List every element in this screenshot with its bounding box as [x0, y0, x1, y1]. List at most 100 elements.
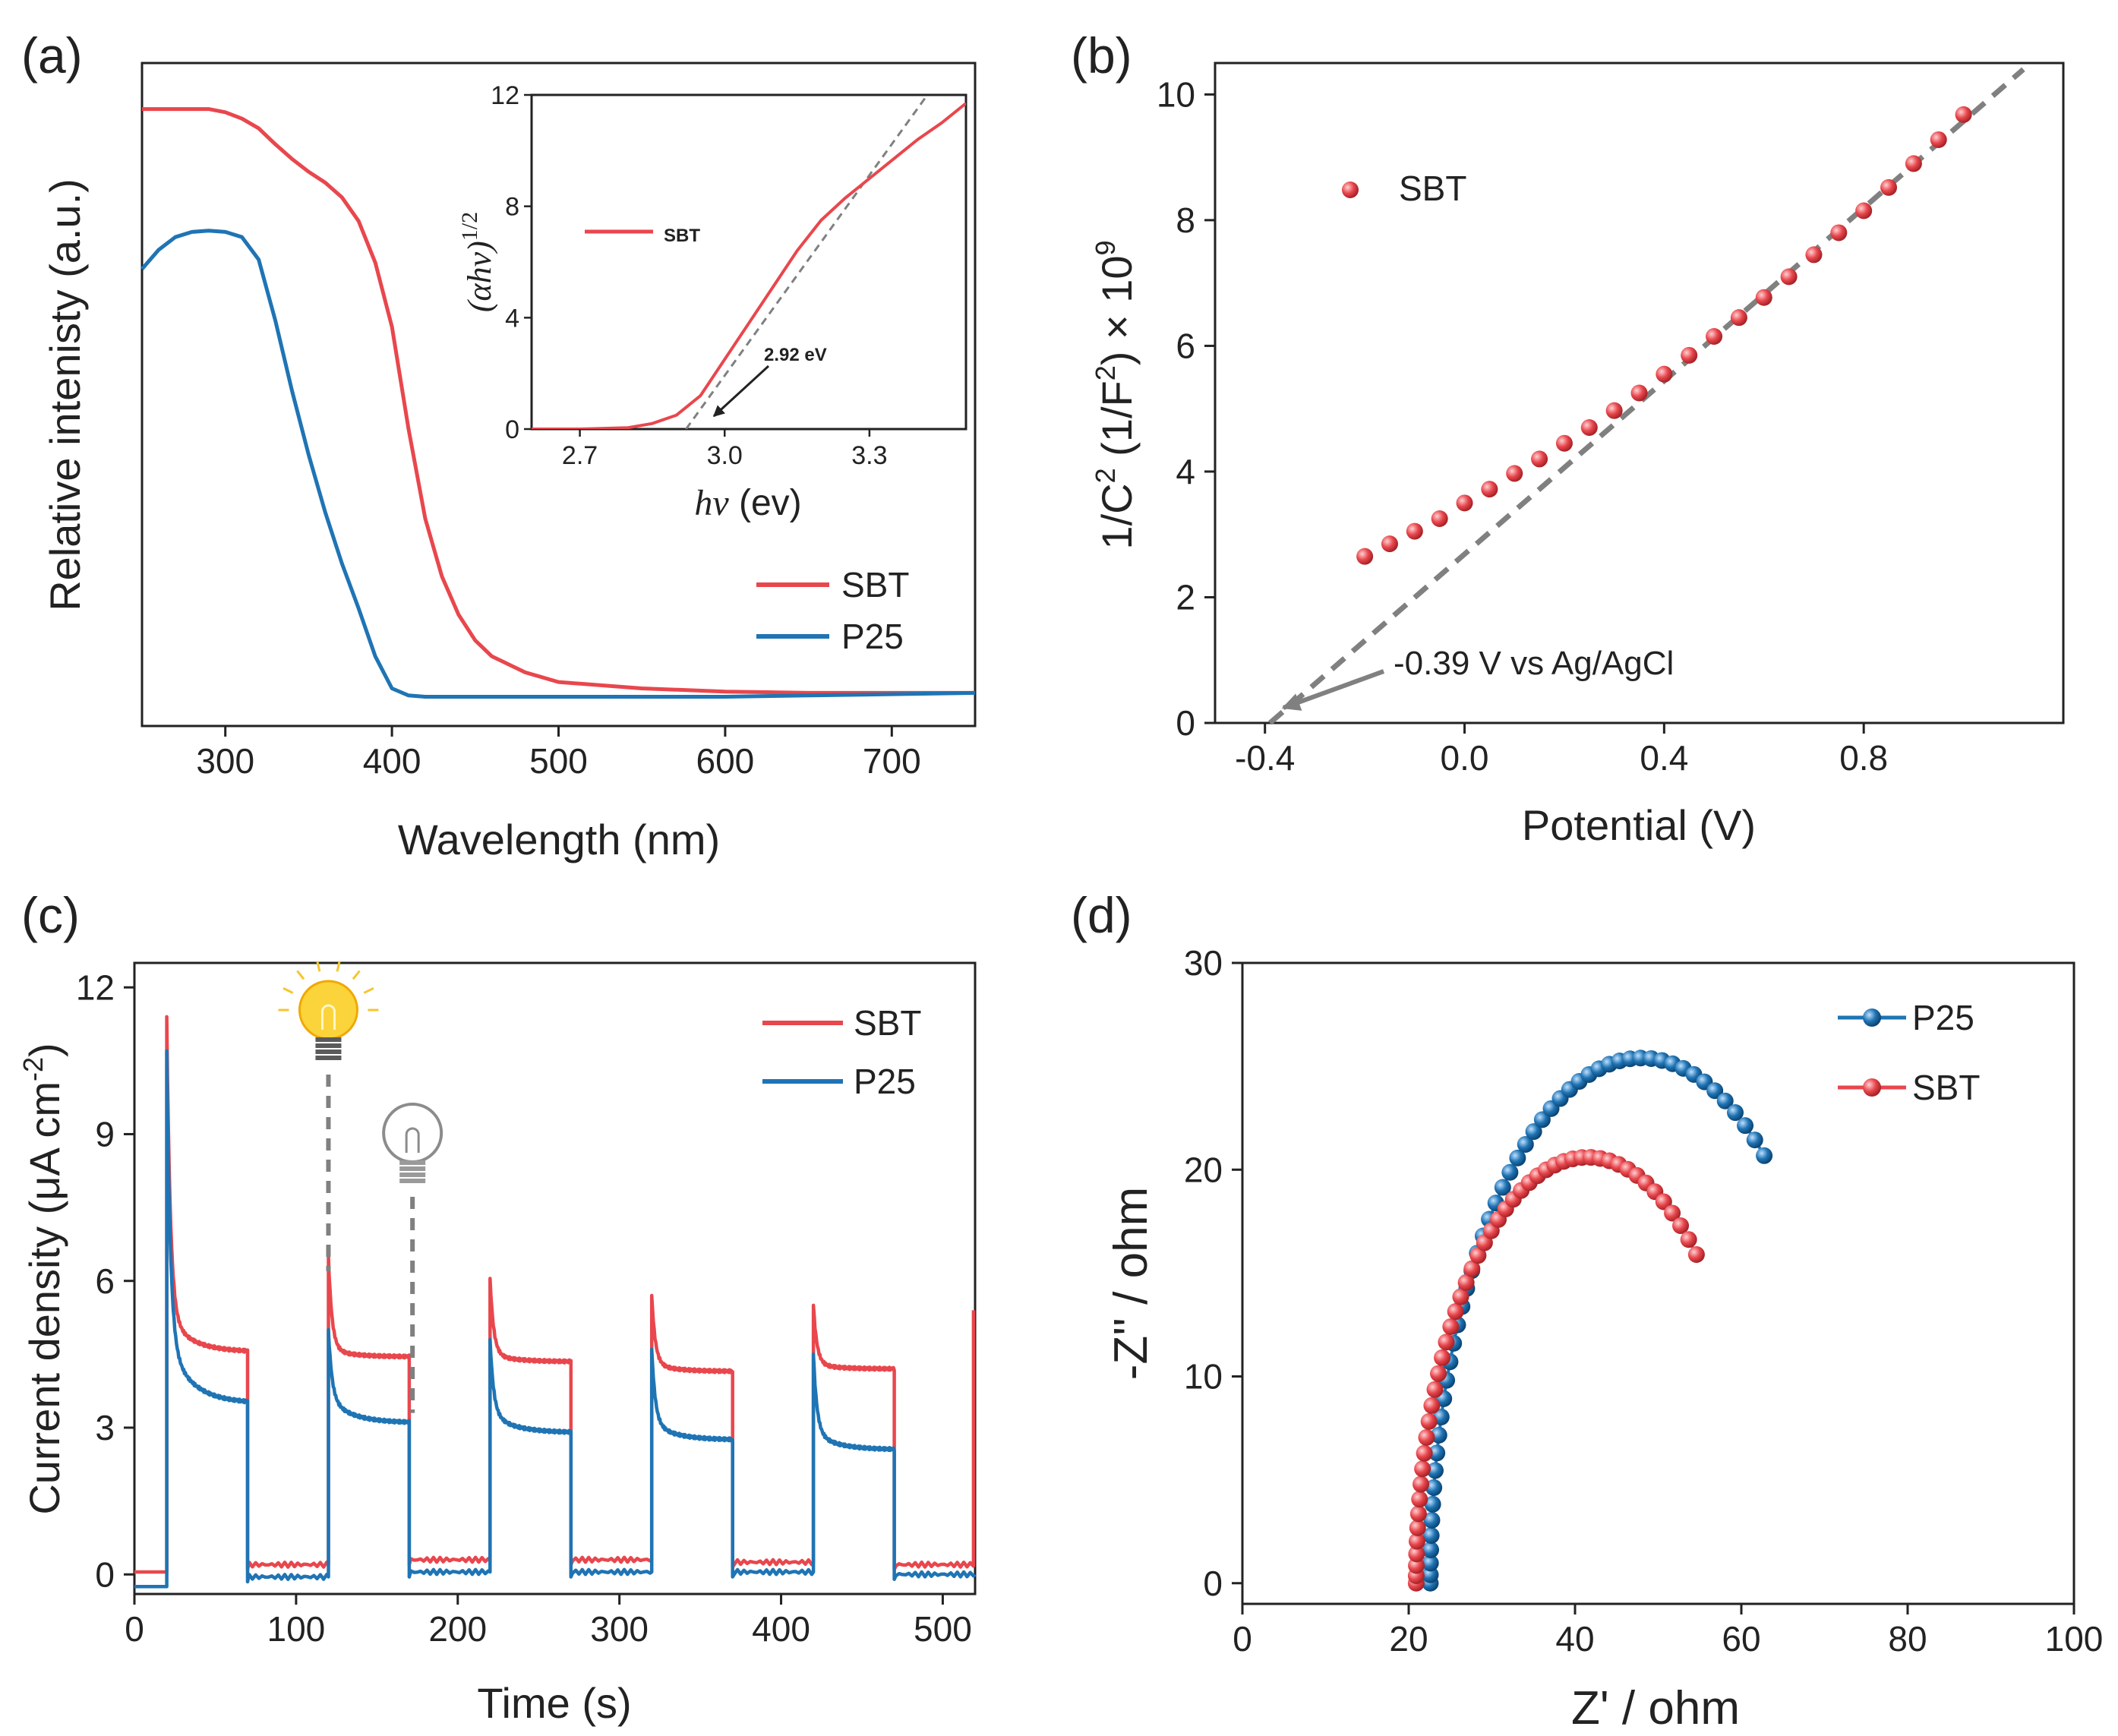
panel-c-series [134, 1015, 977, 1589]
bulb-glass [382, 1103, 443, 1163]
panel-d-legend: P25 SBT [1838, 998, 1980, 1107]
data-point [1442, 1318, 1460, 1335]
x-tick-label: 0.0 [1441, 738, 1489, 778]
panel-c-bulbs [278, 961, 443, 1413]
panel-b-annotation: -0.39 V vs Ag/AgCl [1394, 645, 1674, 682]
data-point [1457, 1274, 1475, 1291]
panel-a-label: (a) [21, 27, 83, 84]
bulb-base-ring [399, 1173, 426, 1177]
panel-d: (d) 0 20 40 60 80 100 0 10 20 30 P25 SBT Z' / ohm… [1071, 887, 2103, 1734]
panel-b-ticks: -0.4 0.0 0.4 0.8 0 2 4 6 8 10 [1157, 74, 1888, 778]
data-point [1452, 1288, 1469, 1305]
legend-marker-sbt-d [1863, 1078, 1881, 1097]
data-point [1706, 1082, 1724, 1100]
y-tick-label: 4 [1176, 452, 1195, 491]
data-point [1746, 1132, 1763, 1149]
data-point [1463, 1260, 1481, 1277]
series-line-p25 [134, 1049, 977, 1589]
data-point [1656, 365, 1673, 383]
inset-annotation-arrow [712, 365, 770, 418]
x-tick-label: 0 [125, 1609, 144, 1649]
data-point [1409, 1519, 1426, 1536]
bulb-base-ring [399, 1160, 426, 1165]
bulb-filament [405, 1127, 420, 1153]
data-point [1737, 1117, 1754, 1135]
data-point [1447, 1303, 1464, 1321]
data-point [1555, 434, 1573, 452]
series-line-sbt [134, 1015, 976, 1574]
data-point [1655, 1193, 1672, 1210]
data-point [1428, 1444, 1446, 1462]
legend-marker-p25-d [1863, 1008, 1881, 1027]
bulb-filament [320, 1004, 336, 1030]
x-tick-label: 80 [1888, 1619, 1927, 1659]
data-point [1413, 1476, 1430, 1493]
data-point [1930, 131, 1947, 148]
x-tick-label: 60 [1722, 1619, 1760, 1659]
data-point [1422, 1566, 1439, 1583]
data-point [1630, 384, 1648, 402]
data-point [1664, 1204, 1681, 1222]
data-point [1469, 1247, 1487, 1264]
inset-ticks: 2.7 3.0 3.3 0 4 8 12 [491, 81, 887, 470]
data-point [1755, 289, 1772, 306]
bulb-glass [298, 980, 358, 1040]
data-point [1411, 1491, 1428, 1508]
panel-a-ylabel: Relative intenisty (a.u.) [41, 178, 89, 611]
data-point [1423, 1511, 1441, 1529]
x-tick-label: 400 [752, 1609, 810, 1649]
data-point [1430, 1365, 1447, 1382]
panel-d-axes-frame [1241, 961, 2075, 1605]
y-tick-label: 20 [1184, 1150, 1223, 1189]
data-point [1727, 1104, 1744, 1122]
bulb-base-ring [399, 1179, 426, 1183]
data-point [1905, 155, 1922, 172]
panel-a-inset: 2.7 3.0 3.3 0 4 8 12 SBT 2.92 eV hν (ev) (αhν)… [457, 81, 967, 523]
x-tick-label: 100 [267, 1609, 326, 1649]
bulb-ray [283, 987, 294, 994]
x-tick-label: -0.4 [1235, 738, 1295, 778]
data-point [1431, 510, 1448, 528]
data-point [1406, 522, 1423, 540]
bulb-base-ring [399, 1166, 426, 1171]
panel-a-xticks: 300 400 500 600 700 [196, 726, 921, 781]
light-off-icon [382, 1103, 443, 1183]
data-point [1672, 1217, 1690, 1235]
y-tick-label: 8 [1176, 200, 1195, 240]
data-point [1423, 1397, 1441, 1414]
data-point [1434, 1349, 1451, 1366]
inset-annotation: 2.92 eV [764, 345, 827, 365]
series-line-p25 [140, 229, 976, 699]
x-tick-label: 400 [363, 741, 421, 781]
data-point [1855, 202, 1873, 219]
inset-series-line [532, 102, 966, 429]
bulb-ray [316, 961, 321, 972]
data-point [1420, 1412, 1438, 1430]
data-point [1687, 1246, 1705, 1264]
y-tick-label: 0 [95, 1555, 115, 1594]
legend-marker-sbt-b [1342, 181, 1359, 198]
y-tick-label: 6 [95, 1261, 115, 1301]
y-tick-label: 30 [1184, 943, 1223, 983]
x-tick-label: 500 [914, 1609, 972, 1649]
data-point [1494, 1179, 1511, 1196]
data-point [1805, 246, 1823, 264]
x-tick-label: 500 [529, 741, 588, 781]
panel-c: (c) 0 100 200 300 400 500 0 3 6 9 12 SBT P25 Time … [17, 887, 977, 1727]
data-point [1531, 450, 1548, 468]
x-tick-label: 0.4 [1640, 738, 1688, 778]
bulb-base-ring [315, 1056, 342, 1060]
panel-c-legend: SBT P25 [762, 1003, 921, 1101]
data-point [1706, 328, 1723, 346]
panel-b-series [1268, 67, 2025, 725]
inset-y-tick-label: 0 [505, 415, 519, 444]
panel-a-xlabel: Wavelength (nm) [398, 816, 720, 863]
panel-b: (b) -0.4 0.0 0.4 0.8 0 2 4 6 8 10 SBT -0.39 V vs … [1071, 27, 2065, 849]
legend-label-sbt-c: SBT [854, 1003, 921, 1043]
data-point [1580, 419, 1598, 437]
inset-ylabel: (αhν)1/2 [457, 212, 498, 312]
data-point [1716, 1092, 1734, 1109]
inset-y-tick-label: 8 [505, 193, 519, 222]
inset-fit-line [685, 95, 929, 429]
inset-y-tick-label: 12 [491, 81, 519, 110]
